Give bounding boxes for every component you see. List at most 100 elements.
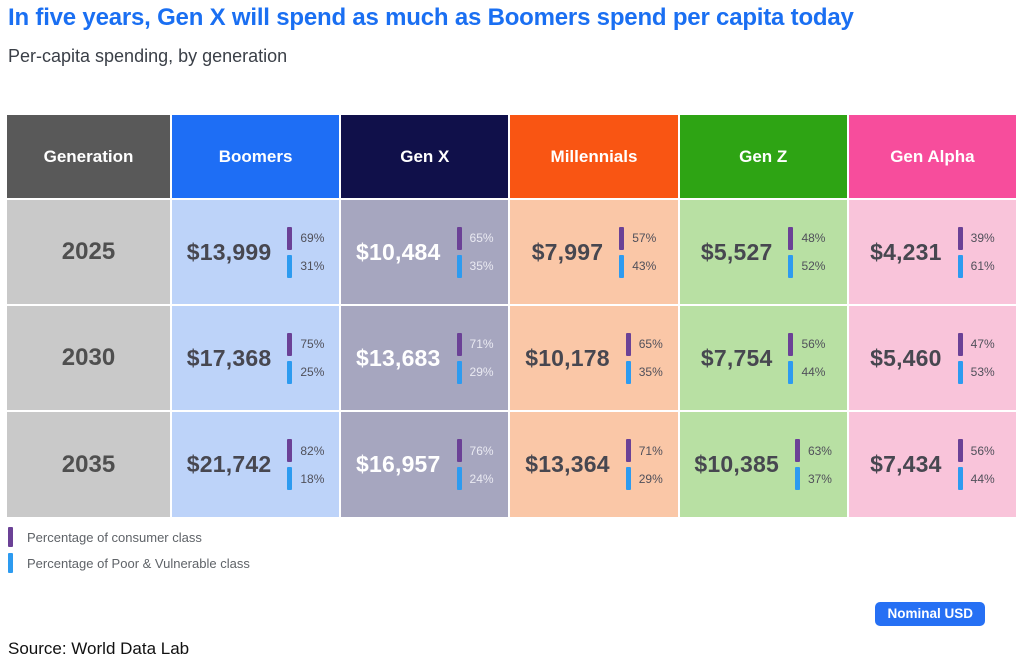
spend-amount: $5,460	[870, 344, 942, 371]
class-split: 39% 61%	[957, 226, 995, 278]
spend-cell-2025-genx: $10,484 65% 35%	[341, 200, 509, 304]
consumer-pct: 57%	[632, 231, 657, 245]
consumer-pct: 39%	[970, 231, 995, 245]
class-split: 82% 18%	[287, 439, 324, 490]
poor-pct: 61%	[970, 259, 995, 273]
consumer-pct: 63%	[807, 443, 832, 458]
spend-amount: $17,368	[186, 344, 272, 371]
poor-pct: 44%	[970, 471, 995, 486]
spend-amount: $10,178	[525, 344, 610, 371]
consumer-pct: 69%	[300, 231, 325, 245]
spend-cell-2035-genx: $16,957 76% 24%	[341, 412, 509, 517]
column-header-millennials: Millennials	[510, 115, 678, 198]
spend-cell-2035-genz: $10,385 63% 37%	[679, 412, 847, 517]
class-split: 57% 43%	[619, 226, 657, 278]
poor-pct: 53%	[970, 365, 995, 379]
class-split: 71% 29%	[456, 332, 494, 384]
poor-class-bar	[287, 254, 293, 278]
spend-cell-2025-boomers: $13,999 69% 31%	[172, 200, 340, 304]
consumer-pct: 71%	[469, 337, 494, 351]
poor-pct: 52%	[801, 259, 826, 273]
spend-amount: $7,997	[531, 238, 604, 265]
row-year-2030: 2030	[7, 306, 170, 410]
poor-pct: 29%	[469, 365, 494, 379]
nominal-usd-badge[interactable]: Nominal USD	[875, 602, 985, 626]
poor-class-bar	[456, 467, 462, 490]
consumer-pct: 47%	[970, 337, 995, 351]
poor-class-bar	[8, 553, 13, 573]
spend-amount: $13,364	[525, 451, 610, 477]
consumer-class-bar	[957, 332, 963, 356]
consumer-class-bar	[287, 226, 293, 250]
consumer-class-bar	[957, 439, 963, 462]
column-header-genz: Gen Z	[679, 115, 847, 198]
poor-class-bar	[456, 360, 462, 384]
consumer-class-bar	[788, 226, 794, 250]
poor-pct: 31%	[300, 259, 325, 273]
poor-class-bar	[788, 254, 794, 278]
poor-pct: 29%	[638, 471, 663, 486]
consumer-pct: 56%	[970, 443, 995, 458]
spend-amount: $4,231	[870, 238, 942, 265]
class-split: 63% 37%	[794, 439, 832, 490]
spend-amount: $7,434	[870, 451, 942, 477]
class-split: 47% 53%	[957, 332, 995, 384]
column-header-genalpha: Gen Alpha	[848, 115, 1016, 198]
row-year-2025: 2025	[7, 200, 170, 304]
spend-cell-2030-boomers: $17,368 75% 25%	[172, 306, 340, 410]
class-split: 56% 44%	[957, 439, 995, 490]
consumer-class-bar	[456, 226, 462, 250]
page-subtitle: Per-capita spending, by generation	[8, 46, 288, 66]
poor-pct: 43%	[632, 259, 657, 273]
spend-cell-2035-boomers: $21,742 82% 18%	[172, 412, 340, 517]
spend-cell-2025-genalpha: $4,231 39% 61%	[848, 200, 1016, 304]
spend-amount: $7,754	[700, 344, 773, 371]
spend-cell-2030-genz: $7,754 56% 44%	[679, 306, 847, 410]
consumer-class-bar	[788, 332, 794, 356]
consumer-pct: 76%	[469, 443, 494, 458]
consumer-class-bar	[456, 439, 462, 462]
class-split: 76% 24%	[456, 439, 494, 490]
spend-cell-2030-millennials: $10,178 65% 35%	[510, 306, 678, 410]
poor-class-bar	[625, 360, 631, 384]
poor-class-bar	[957, 360, 963, 384]
legend-item-poor-vulnerable-class: Percentage of Poor & Vulnerable class	[8, 553, 250, 573]
poor-pct: 24%	[469, 471, 494, 486]
row-year-2035: 2035	[7, 412, 170, 517]
class-split: 56% 44%	[788, 332, 826, 384]
spend-cell-2025-millennials: $7,997 57% 43%	[510, 200, 678, 304]
spend-amount: $21,742	[186, 451, 272, 477]
spend-cell-2035-genalpha: $7,434 56% 44%	[848, 412, 1016, 517]
consumer-class-bar	[287, 439, 293, 462]
poor-class-bar	[794, 467, 800, 490]
column-header-genx: Gen X	[341, 115, 509, 198]
consumer-pct: 71%	[638, 443, 663, 458]
column-header-boomers: Boomers	[172, 115, 340, 198]
poor-class-bar	[957, 254, 963, 278]
page-title: In five years, Gen X will spend as much …	[8, 4, 854, 31]
spend-amount: $13,683	[356, 344, 441, 371]
poor-class-bar	[287, 360, 293, 384]
class-split: 75% 25%	[287, 332, 325, 384]
spend-amount: $10,484	[356, 238, 441, 265]
consumer-class-bar	[625, 439, 631, 462]
legend: Percentage of consumer class Percentage …	[8, 527, 250, 573]
spend-cell-2025-genz: $5,527 48% 52%	[679, 200, 847, 304]
poor-pct: 44%	[801, 365, 826, 379]
consumer-pct: 65%	[638, 337, 663, 351]
consumer-class-bar	[957, 226, 963, 250]
poor-class-bar	[957, 467, 963, 490]
consumer-class-bar	[619, 226, 625, 250]
consumer-pct: 75%	[300, 337, 325, 351]
consumer-pct: 56%	[801, 337, 826, 351]
legend-label: Percentage of Poor & Vulnerable class	[27, 555, 250, 571]
poor-class-bar	[619, 254, 625, 278]
class-split: 71% 29%	[625, 439, 663, 490]
poor-pct: 35%	[638, 365, 663, 379]
consumer-pct: 48%	[801, 231, 826, 245]
poor-pct: 25%	[300, 365, 325, 379]
class-split: 69% 31%	[287, 226, 325, 278]
spend-cell-2035-millennials: $13,364 71% 29%	[510, 412, 678, 517]
consumer-class-bar	[625, 332, 631, 356]
